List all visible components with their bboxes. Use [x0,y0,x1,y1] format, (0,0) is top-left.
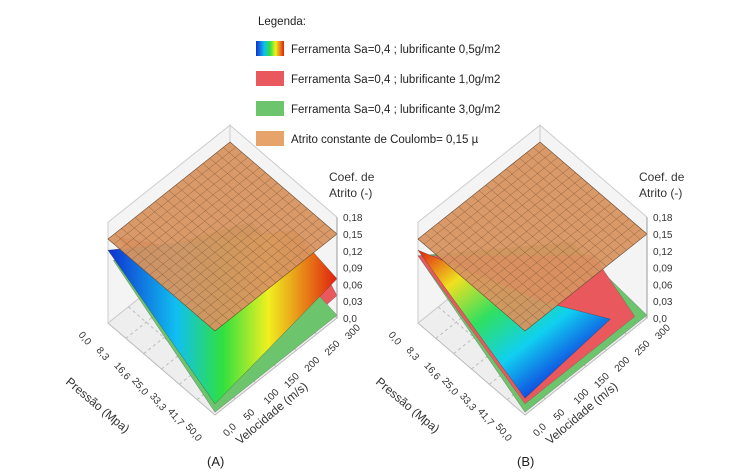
z-axis-label: Coef. de [329,170,375,184]
mesh-line [512,223,636,321]
pressure-tick-label: 41,7 [165,407,186,429]
z-tick-label: 0,03 [343,297,363,308]
velocity-tick-label: 250 [323,338,343,358]
pressure-tick-label: 0,0 [386,330,404,348]
pressure-tick-label: 33,3 [457,391,478,413]
grid-line [125,240,249,339]
z-tick-label: 0,06 [653,280,673,291]
mesh-line [208,228,332,327]
z-tick-label: 0,09 [343,264,363,275]
z-tick-label: 0,09 [653,264,673,275]
grid-line [435,240,559,339]
panel-label: (B) [517,454,534,469]
pressure-tick-label: 50,0 [183,422,204,444]
z-axis-label: Atrito (-) [329,186,372,200]
legend-swatch-green [256,101,284,116]
pressure-tick-label: 8,3 [404,345,422,363]
pressure-tick-label: 41,7 [475,407,496,429]
legend-swatch-jet [256,41,284,56]
velocity-tick-label: 200 [613,355,633,375]
pressure-tick-label: 16,6 [421,361,442,383]
grid-line [143,256,266,355]
pressure-tick-label: 25,0 [439,376,460,398]
mesh-line [209,158,317,251]
legend-label: Ferramenta Sa=0,4 ; lubrificante 3,0g/m2 [291,104,500,116]
legend-title: Legenda: [258,16,306,28]
z-tick-label: 0,12 [653,247,673,258]
z-tick-label: 0,06 [343,280,363,291]
z-tick-label: 0,03 [653,297,673,308]
velocity-tick-label: 200 [303,355,323,375]
mesh-line [526,152,634,245]
legend-swatch-orange [256,131,284,146]
velocity-tick-label: 250 [633,338,653,358]
z-axis-label: Atrito (-) [639,186,682,200]
mesh-line [216,152,324,245]
z-axis-label: Coef. de [639,170,685,184]
z-tick-label: 0,15 [653,230,673,241]
legend: Legenda: Ferramenta Sa=0,4 ; lubrificant… [256,16,500,146]
velocity-tick-label: 300 [343,322,363,342]
mesh-line [202,223,326,321]
z-tick-label: 0,12 [343,247,363,258]
pressure-axis-label: Pressão (Mpa) [63,375,132,436]
mesh-line [519,158,627,251]
surface-plot-a: 0,18 0,15 0,12 0,09 0,06 0,03 0,0 Coef. de Atrit… [63,124,375,469]
z-tick-label: 0,0 [653,314,667,325]
pressure-tick-label: 33,3 [147,391,168,413]
z-tick-label: 0,15 [343,230,363,241]
mesh-line [533,147,641,240]
pressure-tick-label: 25,0 [129,376,150,398]
pressure-tick-label: 50,0 [493,422,514,444]
surface-plot-b: 0,18 0,15 0,12 0,09 0,06 0,03 0,0 Coef. de Atrit… [373,124,685,469]
legend-label: Ferramenta Sa=0,4 ; lubrificante 1,0g/m2 [291,74,500,86]
panel-label: (A) [207,454,224,469]
z-tick-label: 0,18 [343,213,363,224]
mesh-line [223,147,331,240]
z-tick-label: 0,18 [653,213,673,224]
pressure-tick-label: 8,3 [94,345,112,363]
legend-swatch-red [256,71,284,86]
velocity-tick-label: 300 [653,322,673,342]
legend-label: Atrito constante de Coulomb= 0,15 µ [291,134,479,146]
pressure-tick-label: 16,6 [111,361,132,383]
z-tick-label: 0,0 [343,314,357,325]
pressure-axis-label: Pressão (Mpa) [373,375,442,436]
legend-label: Ferramenta Sa=0,4 ; lubrificante 0,5g/m2 [291,44,500,56]
mesh-line [518,228,642,327]
pressure-tick-label: 0,0 [76,330,94,348]
